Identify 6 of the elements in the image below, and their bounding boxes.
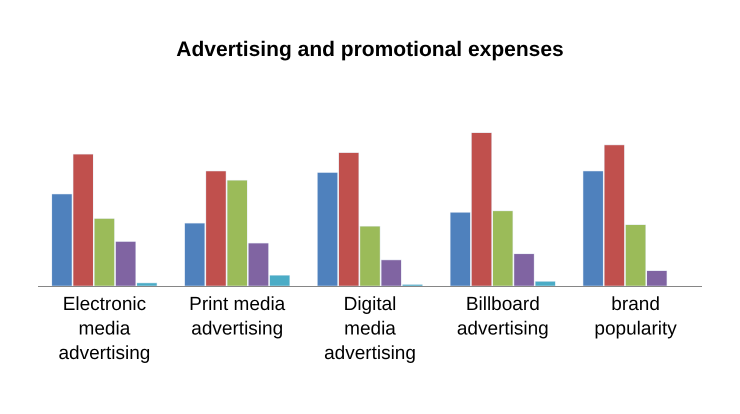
chart-title: Advertising and promotional expenses: [176, 38, 564, 62]
x-tick-label: Digital media advertising: [324, 294, 416, 364]
x-tick-label: Print media advertising: [189, 294, 286, 340]
x-tick-label: Billboard advertising: [456, 294, 549, 340]
x-tick-label: brand popularity: [594, 294, 678, 340]
x-tick-label: Electronic media advertising: [58, 294, 150, 364]
